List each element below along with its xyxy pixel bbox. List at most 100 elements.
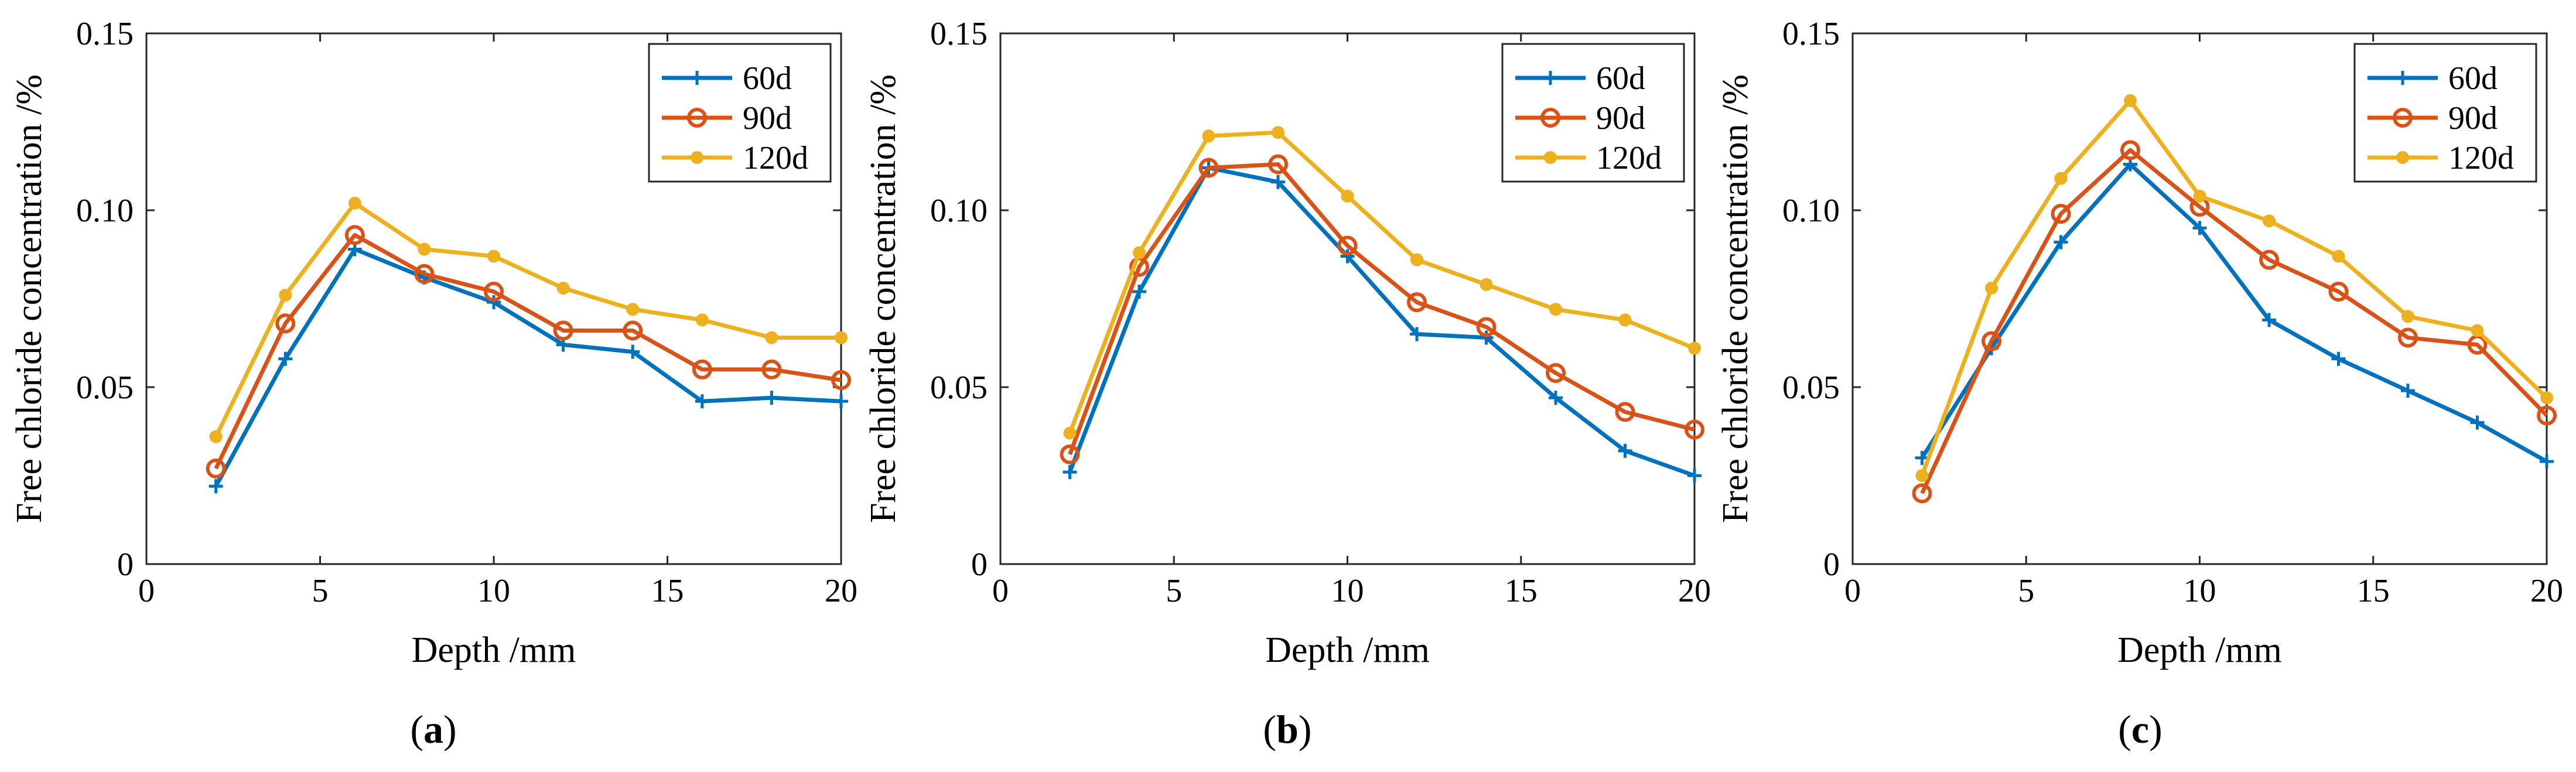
chart-panel-b: 0 5 10 15 20 0 0.05 0.10 0.15 Depth /mm Free chlor… (863, 16, 1711, 751)
data-point-120d (556, 281, 570, 295)
data-point-90d (2051, 204, 2071, 224)
y-tick-label: 0.05 (930, 370, 988, 406)
data-point-120d (1133, 246, 1146, 259)
legend-marker-120d (691, 151, 703, 164)
series-90d (206, 225, 851, 479)
data-point-120d (279, 288, 292, 302)
x-axis-label: Depth /mm (2117, 630, 2282, 670)
data-point-120d (1688, 341, 1701, 355)
x-tick-label: 10 (2184, 573, 2216, 609)
y-tick-label: 0 (971, 546, 988, 583)
data-point-90d (2328, 281, 2349, 302)
x-tick-label: 0 (992, 573, 1009, 609)
data-point-60d (695, 394, 709, 409)
data-point-120d (1618, 313, 1632, 327)
chart-panel-c: 0 5 10 15 20 0 0.05 0.10 0.15 Depth /mm Free chlor… (1716, 16, 2563, 751)
data-point-90d (831, 370, 851, 390)
series-90d (1060, 154, 1704, 464)
y-tick-label: 0.15 (76, 16, 134, 52)
data-point-60d (1271, 175, 1285, 189)
panel-label-close: ) (443, 707, 457, 751)
data-point-60d (1340, 249, 1355, 264)
data-point-90d (761, 359, 782, 380)
data-point-120d (1063, 426, 1077, 440)
legend-marker-60d (2396, 71, 2410, 85)
data-point-90d (1337, 235, 1358, 256)
y-tick-label: 0.10 (1782, 193, 1840, 229)
data-point-90d (1476, 317, 1497, 337)
data-point-120d (2054, 172, 2068, 185)
y-tick-label: 0 (1823, 546, 1840, 583)
panel-label-open: ( (1263, 707, 1276, 751)
legend-label-120d: 120d (743, 140, 808, 176)
legend-marker-120d (2396, 151, 2409, 164)
data-point-120d (1480, 278, 1493, 291)
data-point-90d (1615, 402, 1635, 422)
panel-label: (a) (410, 707, 456, 751)
data-point-90d (2120, 140, 2140, 160)
data-point-60d (487, 295, 501, 310)
y-tick-label: 0.05 (76, 370, 134, 406)
y-tick-label: 0.10 (76, 193, 134, 229)
data-point-120d (695, 313, 709, 327)
x-tick-label: 0 (138, 573, 155, 609)
data-point-60d (1410, 327, 1424, 341)
data-point-60d (764, 391, 779, 405)
legend-marker-90d (1540, 108, 1560, 128)
legend-marker-60d (690, 71, 704, 85)
data-point-120d (2471, 324, 2484, 337)
data-point-60d (1549, 391, 1563, 405)
data-point-120d (765, 331, 778, 344)
x-axis-label: Depth /mm (412, 630, 576, 670)
series-line-90d (1920, 148, 2548, 494)
y-tick-label: 0.15 (930, 16, 988, 52)
series-line-90d (1068, 162, 1695, 455)
data-point-90d (206, 458, 226, 479)
panel-label-close: ) (2149, 707, 2162, 751)
data-point-60d (2331, 351, 2346, 366)
series-line-120d (214, 201, 841, 438)
data-point-60d (626, 344, 640, 359)
x-tick-label: 5 (1166, 573, 1182, 609)
series-line-120d (1068, 130, 1696, 434)
legend-label-90d: 90d (1596, 100, 1645, 136)
data-point-60d (2054, 235, 2068, 250)
data-point-60d (2192, 221, 2207, 235)
x-tick-label: 15 (2357, 573, 2390, 609)
series-line-60d (1920, 162, 2548, 463)
data-point-90d (1546, 363, 1566, 383)
data-point-90d (1060, 444, 1080, 464)
data-point-120d (1202, 129, 1215, 143)
panel-label: (b) (1263, 707, 1311, 751)
legend-label-60d: 60d (1596, 60, 1645, 97)
legend-marker-90d (2393, 108, 2413, 128)
data-point-90d (1198, 158, 1219, 178)
data-point-60d (209, 479, 223, 494)
y-tick-label: 0 (117, 546, 134, 583)
data-point-120d (1272, 126, 1284, 139)
panel-label-letter: b (1276, 707, 1299, 751)
data-point-60d (2470, 415, 2485, 430)
y-axis-label: Free chloride concentration /% (863, 74, 903, 523)
data-point-120d (626, 303, 640, 316)
y-axis-label: Free chloride concentration /% (9, 74, 49, 523)
series-90d (1912, 140, 2557, 504)
data-point-120d (209, 430, 223, 443)
data-point-60d (2540, 454, 2554, 469)
y-tick-label: 0.05 (1782, 370, 1840, 406)
x-tick-label: 20 (2530, 573, 2563, 609)
legend-marker-90d (687, 108, 707, 128)
legend-marker-120d (1544, 151, 1557, 164)
x-tick-label: 15 (1505, 573, 1538, 609)
chart-panel-a: 0 5 10 15 20 0 0.05 0.10 0.15 Depth /mm Free chlor… (9, 16, 857, 751)
data-point-120d (2401, 310, 2414, 323)
data-point-120d (2263, 214, 2276, 228)
series-120d (1063, 126, 1701, 440)
data-point-60d (2401, 384, 2415, 398)
data-point-120d (2332, 250, 2345, 263)
panel-label-close: ) (1299, 707, 1312, 751)
data-point-90d (1981, 331, 2001, 351)
series-line-120d (1920, 98, 2548, 477)
data-point-90d (1912, 483, 1932, 504)
